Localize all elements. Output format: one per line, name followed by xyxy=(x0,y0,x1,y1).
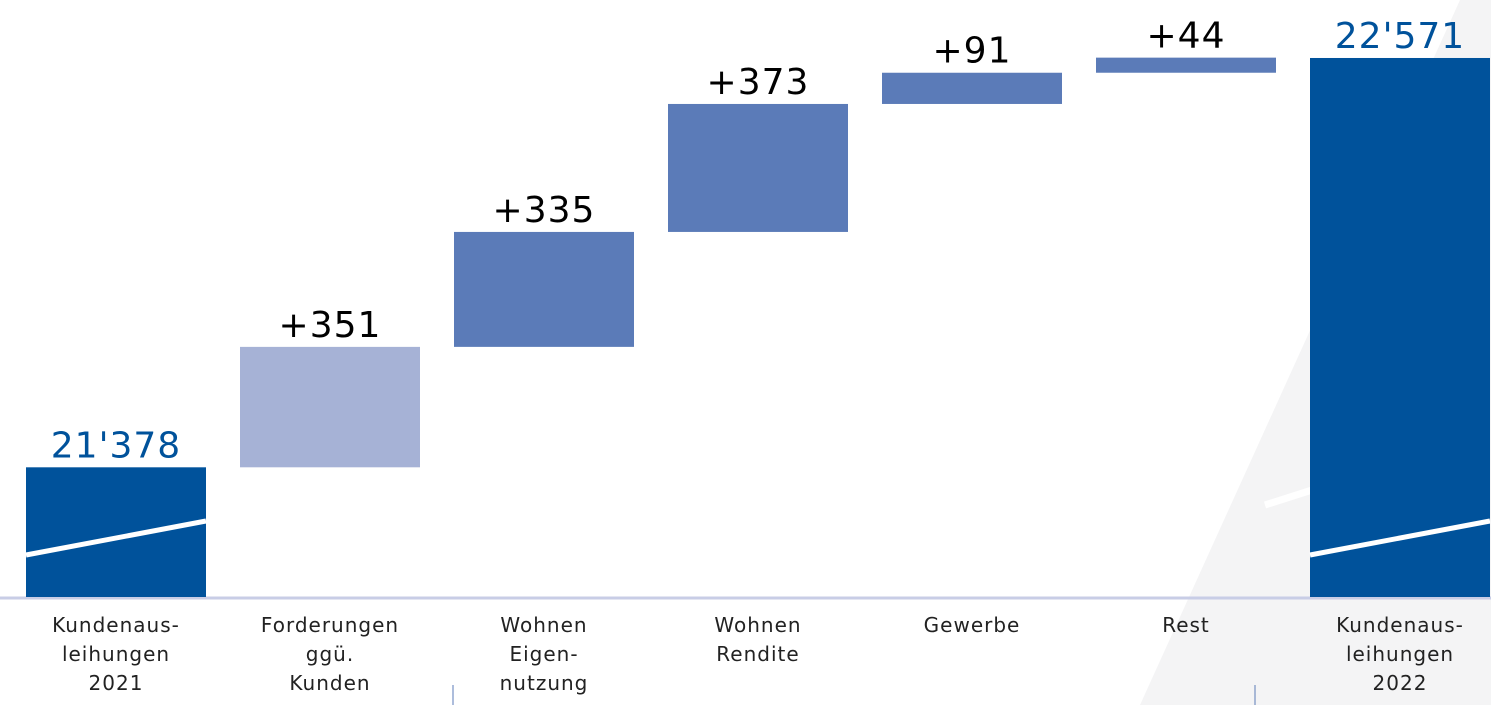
x-tick-label: Forderungen xyxy=(261,613,399,637)
x-tick-label: Kunden xyxy=(289,671,370,695)
delta-bar xyxy=(882,72,1062,104)
x-tick-label: Rendite xyxy=(716,642,799,666)
value-label: +44 xyxy=(1147,16,1226,57)
delta-bar xyxy=(1096,57,1276,73)
value-label: 22'571 xyxy=(1335,16,1465,57)
x-tick-label: Rest xyxy=(1162,613,1210,637)
x-tick-label: nutzung xyxy=(500,671,589,695)
x-tick-label: Gewerbe xyxy=(924,613,1021,637)
delta-bar xyxy=(668,103,848,232)
delta-bar xyxy=(454,231,634,347)
value-label: 21'378 xyxy=(51,425,181,466)
delta-bar xyxy=(240,346,420,468)
value-label: +351 xyxy=(279,305,382,346)
x-tick-label: Wohnen xyxy=(500,613,587,637)
x-tick-label: Kundenaus- xyxy=(1336,613,1464,637)
break-slash xyxy=(25,518,207,558)
decoration xyxy=(1263,486,1314,509)
total-bar xyxy=(1310,57,1490,597)
value-label: +335 xyxy=(493,190,596,231)
x-tick-label: ggü. xyxy=(306,642,354,666)
x-tick-label: Eigen- xyxy=(509,642,578,666)
x-tick-label: leihungen xyxy=(62,642,170,666)
x-tick-label: 2021 xyxy=(89,671,144,695)
x-tick-label: Wohnen xyxy=(714,613,801,637)
x-tick-label: 2022 xyxy=(1373,671,1428,695)
value-label: +91 xyxy=(933,31,1012,72)
break-slash xyxy=(1309,518,1491,558)
x-tick-label: leihungen xyxy=(1346,642,1454,666)
x-tick-label: Kundenaus- xyxy=(52,613,180,637)
total-bar xyxy=(26,467,206,597)
value-label: +373 xyxy=(707,62,810,103)
